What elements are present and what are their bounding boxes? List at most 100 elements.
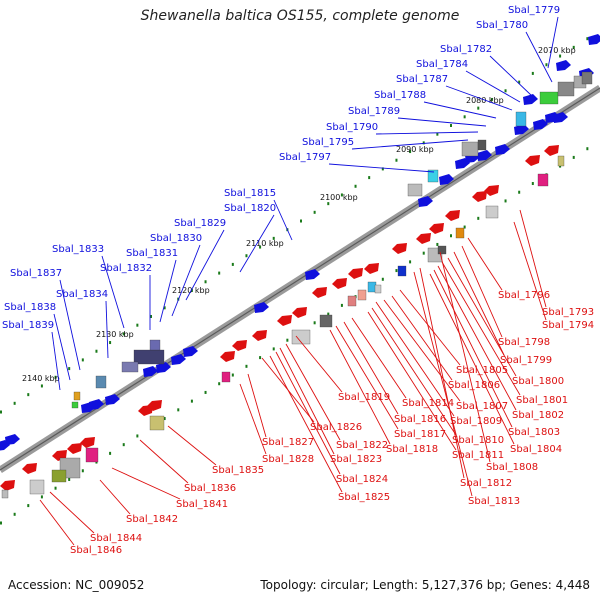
reverse-gene-label: Sbal_1846	[70, 545, 122, 556]
kbp-label: 2140 kbp	[22, 374, 60, 383]
reverse-gene-arrow	[292, 307, 307, 318]
tick-mark-outer	[422, 141, 425, 145]
tick-mark-outer	[163, 306, 166, 310]
forward-gene-leader	[375, 131, 479, 135]
feature-block	[149, 339, 161, 351]
reverse-gene-arrow	[484, 185, 499, 196]
tick-mark-inner	[450, 234, 452, 238]
reverse-gene-label: Sbal_1842	[126, 514, 178, 525]
feature-block	[581, 71, 593, 85]
reverse-gene-arrow	[348, 268, 363, 279]
kbp-label: 2110 kbp	[246, 239, 284, 248]
tick-mark-inner	[81, 469, 84, 473]
feature-block	[85, 447, 99, 463]
reverse-gene-arrow	[0, 480, 15, 491]
reverse-gene-leader	[419, 267, 465, 479]
feature-block	[397, 265, 407, 277]
tick-mark-outer	[409, 150, 412, 154]
reverse-gene-leader	[99, 479, 131, 515]
tick-mark-outer	[245, 254, 248, 258]
forward-gene-arrow	[514, 124, 529, 135]
reverse-gene-label: Sbal_1823	[330, 454, 382, 465]
tick-mark-outer	[136, 323, 139, 327]
reverse-gene-label: Sbal_1806	[448, 380, 500, 391]
tick-mark-inner	[395, 269, 398, 273]
tick-mark-inner	[327, 312, 330, 316]
forward-gene-label: Sbal_1838	[4, 302, 56, 313]
reverse-gene-leader	[329, 329, 391, 445]
reverse-gene-label: Sbal_1801	[516, 395, 568, 406]
tick-mark-inner	[313, 321, 316, 325]
reverse-gene-arrow	[332, 278, 347, 289]
reverse-gene-leader	[447, 257, 517, 377]
forward-gene-label: Sbal_1820	[224, 203, 276, 214]
feature-block	[557, 155, 565, 167]
tick-mark-outer	[381, 167, 384, 171]
tick-mark-inner	[218, 382, 221, 386]
tick-mark-inner	[190, 399, 193, 403]
forward-gene-arrow	[5, 434, 20, 445]
tick-mark-inner	[436, 242, 439, 246]
reverse-gene-leader	[139, 439, 189, 484]
forward-gene-arrow	[477, 150, 492, 161]
feature-block	[73, 391, 81, 401]
tick-mark-inner	[54, 486, 57, 490]
feature-block	[374, 284, 382, 294]
tick-mark-outer	[190, 288, 193, 292]
feature-block	[437, 245, 447, 255]
reverse-gene-arrow	[392, 243, 407, 254]
reverse-gene-leader	[391, 295, 453, 381]
forward-gene-arrow	[455, 158, 470, 169]
kbp-label: 2070 kbp	[538, 46, 576, 55]
tick-mark-inner	[422, 251, 425, 255]
reverse-gene-label: Sbal_1828	[262, 454, 314, 465]
reverse-gene-label: Sbal_1827	[262, 437, 314, 448]
tick-mark-inner	[68, 477, 71, 481]
feature-block	[539, 91, 559, 105]
kbp-label: 2130 kbp	[96, 330, 134, 339]
reverse-gene-leader	[513, 221, 547, 321]
reverse-gene-leader	[269, 355, 343, 493]
tick-mark-outer	[150, 315, 152, 318]
reverse-gene-label: Sbal_1822	[336, 440, 388, 451]
forward-gene-arrow	[0, 440, 10, 451]
tick-mark-outer	[531, 71, 534, 75]
reverse-gene-leader	[375, 301, 455, 417]
reverse-gene-leader	[295, 335, 343, 393]
reverse-gene-label: Sbal_1805	[456, 365, 508, 376]
forward-gene-leader	[489, 55, 533, 97]
reverse-gene-label: Sbal_1812	[460, 478, 512, 489]
forward-gene-leader	[171, 244, 201, 317]
feature-block	[557, 81, 575, 97]
tick-mark-outer	[54, 375, 57, 379]
forward-gene-label: Sbal_1831	[126, 248, 178, 259]
tick-mark-inner	[518, 190, 521, 194]
forward-gene-leader	[185, 229, 225, 301]
reverse-gene-label: Sbal_1800	[512, 376, 564, 387]
tick-mark-outer	[518, 80, 521, 84]
tick-mark-outer	[218, 271, 221, 275]
reverse-gene-leader	[351, 317, 407, 399]
forward-gene-label: Sbal_1830	[150, 233, 202, 244]
reverse-gene-leader	[461, 245, 503, 338]
reverse-gene-label: Sbal_1819	[338, 392, 390, 403]
feature-block	[347, 295, 357, 307]
reverse-gene-leader	[437, 265, 517, 411]
feature-block	[29, 479, 45, 495]
reverse-gene-leader	[439, 251, 491, 463]
tick-mark-outer	[354, 184, 357, 188]
tick-mark-inner	[531, 182, 534, 186]
forward-gene-leader	[59, 279, 81, 371]
tick-mark-outer	[109, 341, 112, 345]
forward-gene-arrow	[254, 302, 269, 313]
reverse-gene-label: Sbal_1844	[90, 533, 142, 544]
forward-gene-arrow	[418, 196, 433, 207]
reverse-gene-leader	[49, 491, 95, 534]
tick-mark-outer	[300, 219, 302, 223]
forward-gene-arrow	[495, 144, 510, 155]
forward-gene-label: Sbal_1834	[56, 289, 108, 300]
reverse-gene-leader	[383, 299, 461, 402]
tick-mark-outer	[477, 106, 480, 110]
forward-gene-leader	[51, 331, 61, 391]
forward-gene-leader	[159, 259, 177, 323]
